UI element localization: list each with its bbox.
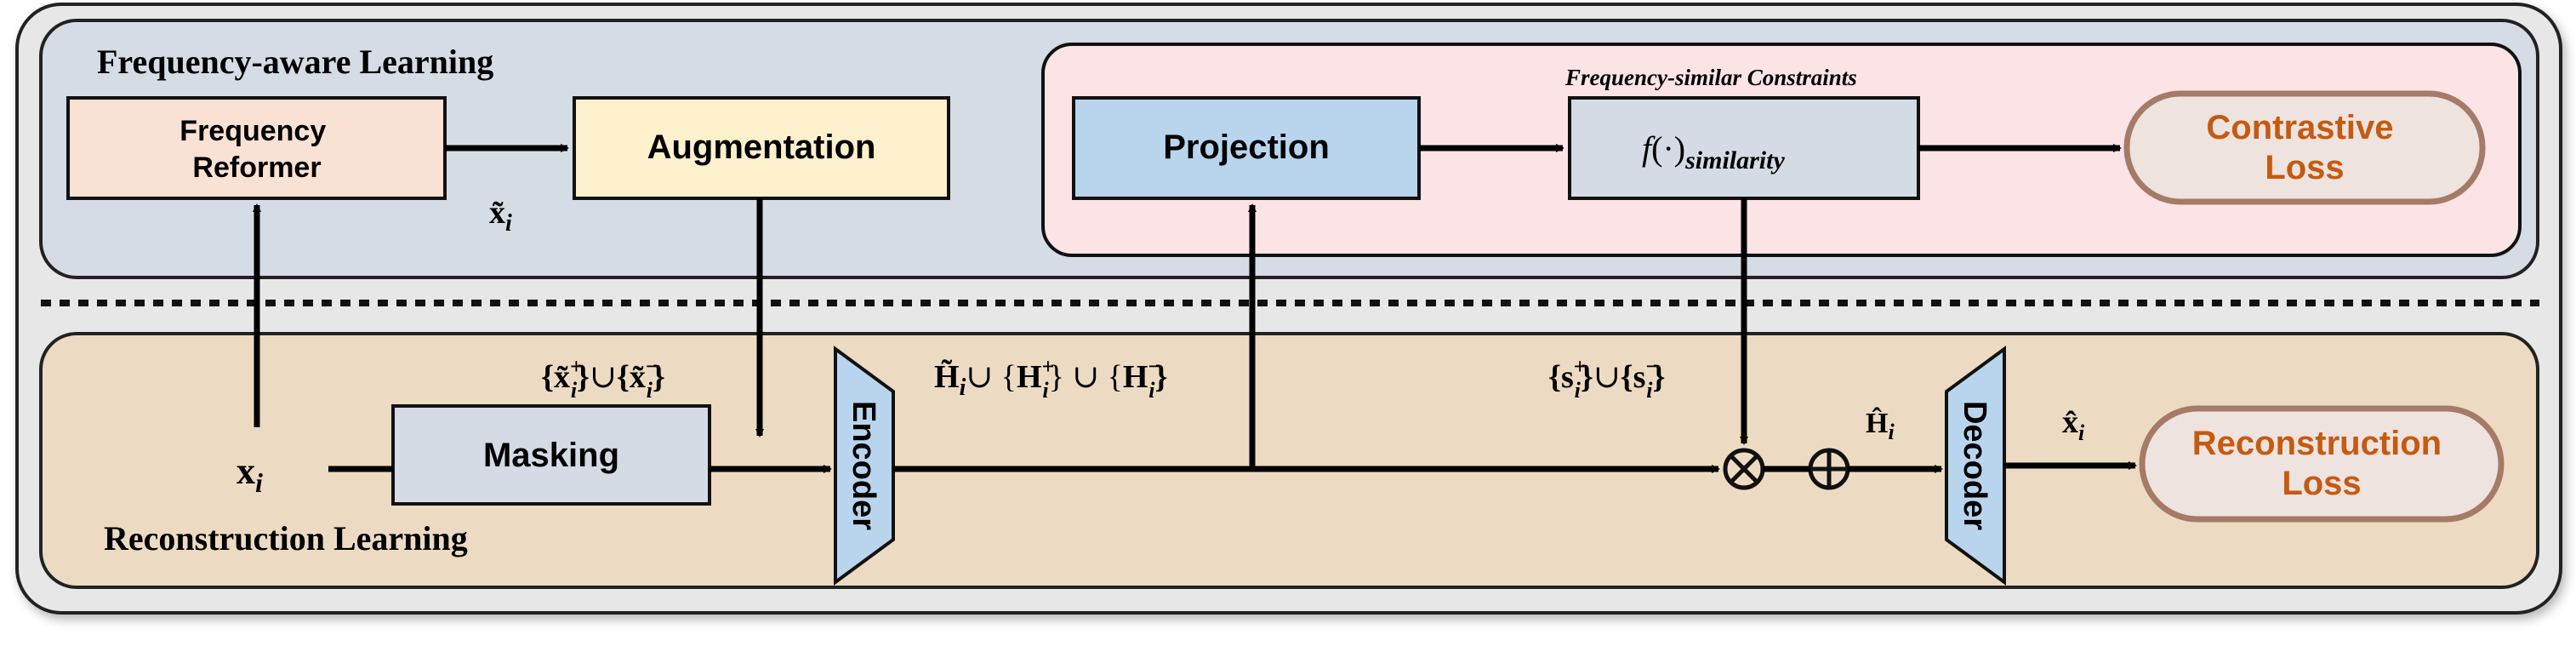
constraints-title: Frequency-similar Constraints xyxy=(1564,65,1857,90)
frequency-aware-title: Frequency-aware Learning xyxy=(97,43,493,81)
frequency-reformer-label: Frequency Reformer xyxy=(180,115,333,184)
masking-label: Masking xyxy=(483,437,619,474)
label-h-hat-i: Ĥi xyxy=(1866,407,1895,444)
projection-label: Projection xyxy=(1163,129,1330,166)
augmentation-label: Augmentation xyxy=(647,129,876,166)
label-x-i: xi xyxy=(237,450,263,498)
similarity-box xyxy=(1568,96,1920,200)
masking-box xyxy=(391,404,711,506)
label-augmented-set: {x̃+ i}∪{x̃− i} xyxy=(541,354,665,403)
label-x-tilde-i: x̃i xyxy=(489,195,512,237)
frequency-reformer-box xyxy=(66,96,447,200)
contrastive-loss-box xyxy=(2123,90,2486,205)
label-h-set: H̃i∪ {H+ i} ∪ {H− i} xyxy=(934,354,1168,403)
reconstruction-loss-label: Reconstruction Loss xyxy=(2192,425,2451,502)
decoder-label: Decoder xyxy=(1957,401,1992,530)
encoder-label: Encoder xyxy=(846,401,881,530)
reconstruction-panel xyxy=(39,332,2539,589)
encoder-shape xyxy=(834,346,895,586)
decoder-shape xyxy=(1945,346,2006,586)
contrastive-loss-label: Contrastive Loss xyxy=(2206,109,2402,186)
augmentation-box xyxy=(573,96,950,200)
label-x-hat-i: x̂i xyxy=(2062,404,2085,445)
reconstruction-loss-box xyxy=(2139,405,2505,523)
projection-box xyxy=(1072,96,1421,200)
reconstruction-title: Reconstruction Learning xyxy=(104,519,468,557)
add-operator xyxy=(1808,448,1850,490)
similarity-function: f(·)similarity xyxy=(1642,129,1785,174)
label-s-set: {s+ i}∪{s− i} xyxy=(1548,354,1666,403)
